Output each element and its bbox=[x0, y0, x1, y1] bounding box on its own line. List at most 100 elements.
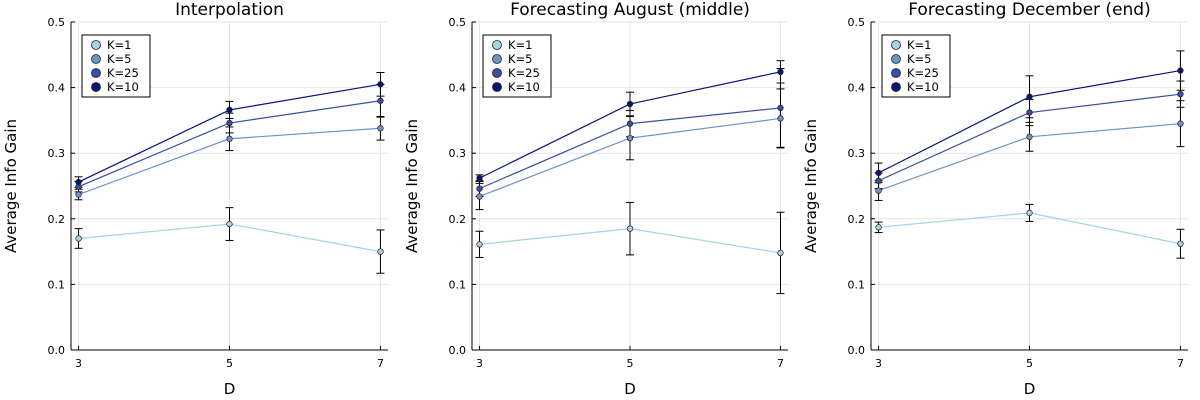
data-point bbox=[226, 106, 233, 114]
data-point bbox=[875, 169, 882, 177]
x-tick-label: 5 bbox=[627, 357, 634, 370]
legend-entry: K=25 bbox=[907, 66, 939, 80]
x-tick-label: 3 bbox=[75, 357, 82, 370]
data-point bbox=[377, 97, 384, 104]
x-tick-label: 3 bbox=[875, 357, 882, 370]
legend-marker bbox=[891, 54, 901, 64]
data-point bbox=[377, 248, 384, 255]
data-point bbox=[226, 220, 233, 228]
legend-entry: K=10 bbox=[508, 80, 540, 94]
y-tick-label: 0.2 bbox=[48, 213, 66, 226]
y-tick-label: 0.3 bbox=[848, 147, 866, 160]
data-point bbox=[626, 100, 634, 108]
data-point bbox=[226, 135, 233, 142]
data-point bbox=[476, 193, 483, 200]
legend-entry: K=25 bbox=[508, 66, 540, 80]
chart-panel-2: 0.0 0.1 0.2 0.3 0.4 0.5 3 5 7 Forecasting August … bbox=[403, 0, 788, 398]
x-tick-label: 7 bbox=[377, 357, 384, 370]
data-point bbox=[626, 134, 634, 142]
data-point bbox=[875, 187, 882, 194]
chart-title: Forecasting August (middle) bbox=[510, 0, 750, 20]
x-axis-label: D bbox=[224, 380, 236, 398]
legend-marker bbox=[891, 82, 901, 92]
data-point bbox=[476, 241, 483, 248]
y-tick-label: 0.1 bbox=[48, 278, 66, 291]
y-tick-label: 0.4 bbox=[48, 82, 66, 95]
legend: K=1K=5K=25K=10 bbox=[482, 34, 552, 98]
legend-marker bbox=[91, 68, 101, 78]
legend-marker bbox=[492, 82, 502, 92]
data-point bbox=[875, 224, 882, 231]
legend-entry: K=1 bbox=[508, 38, 533, 52]
data-point bbox=[1026, 109, 1033, 116]
chart-panel-3: 0.0 0.1 0.2 0.3 0.4 0.5 3 5 7 Forecasting Decembe… bbox=[802, 0, 1188, 398]
data-point bbox=[377, 81, 384, 88]
legend-marker bbox=[91, 54, 101, 64]
data-point bbox=[777, 104, 784, 112]
y-tick-label: 0.5 bbox=[48, 16, 66, 29]
x-tick-label: 5 bbox=[1026, 357, 1033, 370]
y-tick-label: 0.1 bbox=[848, 278, 866, 291]
data-point bbox=[777, 115, 784, 122]
data-point bbox=[1177, 120, 1184, 127]
data-point bbox=[476, 174, 483, 182]
data-point bbox=[377, 125, 384, 132]
legend-entry: K=10 bbox=[907, 80, 939, 94]
legend-marker bbox=[891, 40, 901, 50]
data-point bbox=[1177, 91, 1184, 98]
chart-title: Forecasting December (end) bbox=[908, 0, 1150, 20]
legend-entry: K=5 bbox=[107, 52, 132, 66]
y-tick-label: 0.3 bbox=[48, 147, 66, 160]
y-tick-label: 0.2 bbox=[848, 213, 866, 226]
legend-marker bbox=[891, 68, 901, 78]
data-point bbox=[1026, 209, 1033, 217]
data-point bbox=[1026, 93, 1033, 100]
legend: K=1K=5K=25K=10 bbox=[881, 34, 951, 98]
x-axis-label: D bbox=[624, 380, 636, 398]
legend-marker bbox=[91, 82, 101, 92]
x-tick-label: 7 bbox=[777, 357, 784, 370]
data-point bbox=[1177, 67, 1184, 74]
data-point bbox=[1026, 133, 1033, 140]
data-point bbox=[476, 185, 483, 192]
chart-title: Interpolation bbox=[175, 0, 284, 20]
x-tick-label: 5 bbox=[226, 357, 233, 370]
x-tick-label: 3 bbox=[476, 357, 483, 370]
legend-marker bbox=[91, 40, 101, 50]
legend-entry: K=1 bbox=[107, 38, 132, 52]
legend-entry: K=5 bbox=[907, 52, 932, 66]
y-axis-label: Average Info Gain bbox=[2, 119, 20, 253]
legend-marker bbox=[492, 68, 502, 78]
data-point bbox=[75, 235, 82, 242]
y-tick-label: 0.3 bbox=[449, 147, 467, 160]
y-tick-label: 0.5 bbox=[449, 16, 467, 29]
legend-entry: K=5 bbox=[508, 52, 533, 66]
data-point bbox=[875, 177, 882, 184]
y-tick-label: 0.0 bbox=[48, 344, 66, 357]
legend-marker bbox=[492, 40, 502, 50]
y-axis-label: Average Info Gain bbox=[802, 119, 820, 253]
legend-marker bbox=[492, 54, 502, 64]
data-point bbox=[626, 225, 634, 232]
data-point bbox=[75, 178, 82, 186]
data-point bbox=[777, 249, 784, 257]
legend-entry: K=25 bbox=[107, 66, 139, 80]
y-tick-label: 0.1 bbox=[449, 278, 467, 291]
legend-entry: K=1 bbox=[907, 38, 932, 52]
data-point bbox=[1177, 240, 1184, 247]
legend: K=1K=5K=25K=10 bbox=[81, 34, 151, 98]
chart-panel-1: 0.0 0.1 0.2 0.3 0.4 0.5 3 5 7 Interpolation D Avera… bbox=[2, 0, 388, 398]
y-axis-label: Average Info Gain bbox=[403, 119, 421, 253]
data-point bbox=[75, 191, 82, 198]
data-point bbox=[777, 68, 784, 76]
y-tick-label: 0.0 bbox=[848, 344, 866, 357]
y-tick-label: 0.5 bbox=[848, 16, 866, 29]
y-tick-label: 0.4 bbox=[449, 82, 467, 95]
data-point bbox=[226, 119, 233, 127]
x-axis-label: D bbox=[1024, 380, 1036, 398]
y-tick-label: 0.0 bbox=[449, 344, 467, 357]
y-tick-label: 0.4 bbox=[848, 82, 866, 95]
y-tick-label: 0.2 bbox=[449, 213, 467, 226]
data-point bbox=[626, 120, 634, 127]
